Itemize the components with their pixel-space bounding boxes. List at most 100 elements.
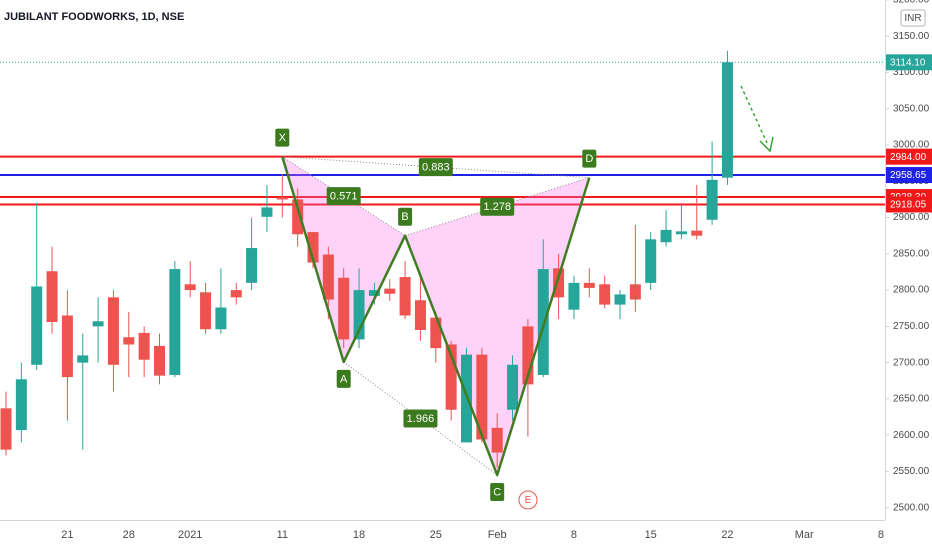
candle-body xyxy=(353,290,365,340)
price-label-box xyxy=(886,148,932,165)
ratio-box xyxy=(480,197,515,216)
candle-body xyxy=(599,284,611,305)
y-tick-label: 2850.00 xyxy=(893,248,930,259)
y-tick-label: 3000.00 xyxy=(893,140,930,151)
candle-body xyxy=(476,354,488,440)
y-tick-label: 3150.00 xyxy=(893,31,930,42)
candle-body xyxy=(399,277,411,316)
ratio-box xyxy=(418,158,453,177)
x-tick-label: 15 xyxy=(645,529,657,541)
candle-body xyxy=(92,321,104,327)
point-label: D xyxy=(585,153,593,165)
event-marker-label: E xyxy=(525,495,532,506)
x-tick-label: 25 xyxy=(430,529,442,541)
candle-body xyxy=(292,199,304,235)
point-box xyxy=(398,207,413,226)
ratio-box xyxy=(326,187,361,206)
price-label: 2958.65 xyxy=(890,170,927,181)
projection-arrow xyxy=(740,85,768,144)
projection-arrow-head xyxy=(759,136,774,153)
price-label-box xyxy=(886,196,932,213)
price-label-box xyxy=(886,54,932,71)
price-label: 3114.10 xyxy=(890,57,926,68)
candle-body xyxy=(522,326,534,385)
y-tick-label: 2900.00 xyxy=(893,212,930,223)
candle-body xyxy=(138,332,150,360)
x-tick-label: 28 xyxy=(123,529,135,541)
price-label: 2918.05 xyxy=(890,200,927,211)
candle-body xyxy=(276,197,288,200)
ratio-box xyxy=(403,409,438,428)
point-label: X xyxy=(279,132,287,144)
price-label-box xyxy=(886,167,932,184)
point-label: C xyxy=(493,486,501,498)
ratio-label: 0.883 xyxy=(422,162,450,174)
y-tick-label: 3050.00 xyxy=(893,103,930,114)
candle-body xyxy=(568,282,580,310)
candle-body xyxy=(368,290,380,296)
point-label: A xyxy=(340,373,348,385)
point-label: B xyxy=(401,211,408,223)
pattern-line xyxy=(281,156,591,477)
candle-body xyxy=(0,408,12,450)
candle-body xyxy=(107,297,119,365)
x-tick-label: 21 xyxy=(61,529,73,541)
ratio-label: 1.278 xyxy=(483,201,511,213)
candle-body xyxy=(215,307,227,330)
x-tick-label: Feb xyxy=(488,529,507,541)
candle-body xyxy=(46,271,58,323)
candle-body xyxy=(307,232,319,263)
x-tick-label: 8 xyxy=(878,529,884,541)
y-tick-label: 3100.00 xyxy=(893,67,930,78)
y-tick-label: 3200.00 xyxy=(893,0,930,6)
point-box xyxy=(490,483,505,502)
ratio-line xyxy=(282,156,406,237)
x-tick-label: 2021 xyxy=(178,529,202,541)
pattern-layer: 0.571 1.966 1.278 0.883 X A B C D E xyxy=(275,128,597,510)
candle-body xyxy=(445,344,457,410)
candle-body xyxy=(77,355,89,363)
candles-layer xyxy=(0,50,733,468)
candle-body xyxy=(614,294,626,305)
y-tick-label: 2700.00 xyxy=(893,357,930,368)
candle-body xyxy=(184,284,196,291)
candle-body xyxy=(537,269,549,375)
x-tick-label: 22 xyxy=(721,529,733,541)
y-tick-label: 2750.00 xyxy=(893,321,930,332)
candle-body xyxy=(721,62,733,178)
candle-body xyxy=(507,364,519,410)
candle-body xyxy=(154,345,165,376)
currency-box xyxy=(900,9,926,27)
point-box xyxy=(582,149,597,168)
candle-body xyxy=(675,231,687,235)
candle-body xyxy=(261,207,273,217)
candle-body xyxy=(246,248,258,283)
x-tick-label: 8 xyxy=(571,529,577,541)
chart-title: JUBILANT FOODWORKS, 1D, NSE xyxy=(4,11,184,23)
candle-body xyxy=(414,300,426,330)
price-label: 2984.00 xyxy=(890,152,927,163)
candle-body xyxy=(322,254,334,300)
candle-body xyxy=(553,268,565,298)
candle-body xyxy=(230,290,242,298)
candle-body xyxy=(61,315,73,378)
x-tick-label: Mar xyxy=(795,529,814,541)
x-tick-label: 18 xyxy=(353,529,365,541)
candle-body xyxy=(200,292,212,330)
candle-body xyxy=(491,427,503,453)
candle-body xyxy=(691,230,703,236)
y-tick-label: 2550.00 xyxy=(893,466,930,477)
candle-body xyxy=(169,269,181,375)
point-box xyxy=(275,128,290,147)
axis-layer: 2500.00 2550.00 2600.00 2650.00 2700.00 2750.… xyxy=(61,0,932,541)
ratio-label: 0.571 xyxy=(330,191,358,203)
event-marker xyxy=(518,490,538,510)
candle-body xyxy=(15,379,27,431)
y-tick-label: 2600.00 xyxy=(893,430,930,441)
ratio-label: 1.966 xyxy=(407,413,435,425)
point-box xyxy=(336,369,351,388)
pattern-fill xyxy=(282,156,406,362)
y-tick-label: 2500.00 xyxy=(893,502,930,513)
